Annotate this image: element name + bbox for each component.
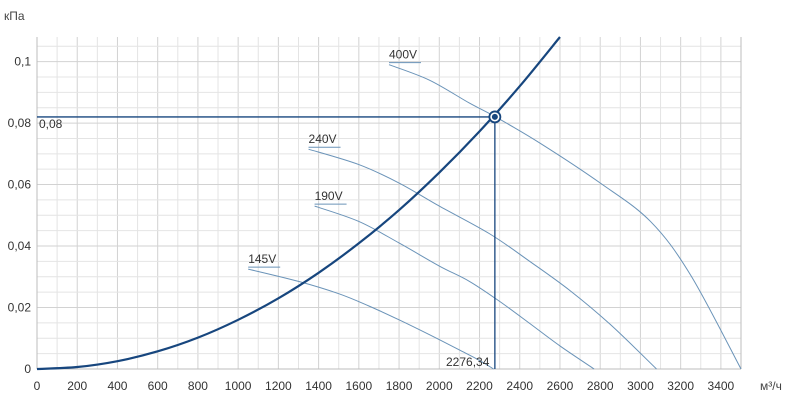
operating-point-marker-core [491,113,498,120]
y-axis-unit-label: кПа [4,9,25,23]
x-tick-label: 600 [148,379,168,393]
system-curve-line [36,36,561,371]
series-label-145v: 145V [248,252,276,266]
series-line-240v [308,148,657,370]
x-tick-label: 2000 [426,379,453,393]
axes [36,37,742,370]
x-tick-label: 1400 [305,379,332,393]
series-label-400v: 400V [389,48,417,62]
series-line-400v [388,64,742,370]
x-tick-label: 1600 [345,379,372,393]
y-tick-label: 0 [24,362,31,376]
x-tick-label: 1800 [386,379,413,393]
x-tick-label: 1200 [265,379,292,393]
x-tick-label: 2200 [466,379,493,393]
y-tick-label: 0,02 [8,301,32,315]
grid [36,37,742,370]
y-tick-label: 0,08 [8,116,32,130]
x-tick-label: 800 [188,379,208,393]
operating-point-pressure-label: 0,08 [39,117,63,131]
series-group [36,36,742,371]
x-tick-label: 400 [107,379,127,393]
x-tick-label: 3200 [667,379,694,393]
y-tick-label: 0,04 [8,239,32,253]
labels: 0 200 400 600 800 1000 1200 1400 1600 1800 2000 220… [8,48,735,393]
x-tick-label: 3000 [627,379,654,393]
x-tick-label: 0 [34,379,41,393]
x-tick-label: 200 [67,379,87,393]
x-tick-label: 2400 [506,379,533,393]
x-tick-label: 3400 [708,379,735,393]
y-tick-label: 0,06 [8,178,32,192]
series-label-190v: 190V [315,189,343,203]
series-line-145v [248,268,494,370]
series-line-190v [314,205,595,370]
y-tick-label: 0,1 [14,55,31,69]
x-tick-label: 2600 [547,379,574,393]
x-tick-label: 1000 [225,379,252,393]
x-axis-unit-label: м³/ч [760,379,782,393]
series-label-240v: 240V [309,132,337,146]
x-tick-label: 2800 [587,379,614,393]
operating-point-flow-label: 2276,34 [446,355,490,369]
operating-point-guides [37,110,502,369]
